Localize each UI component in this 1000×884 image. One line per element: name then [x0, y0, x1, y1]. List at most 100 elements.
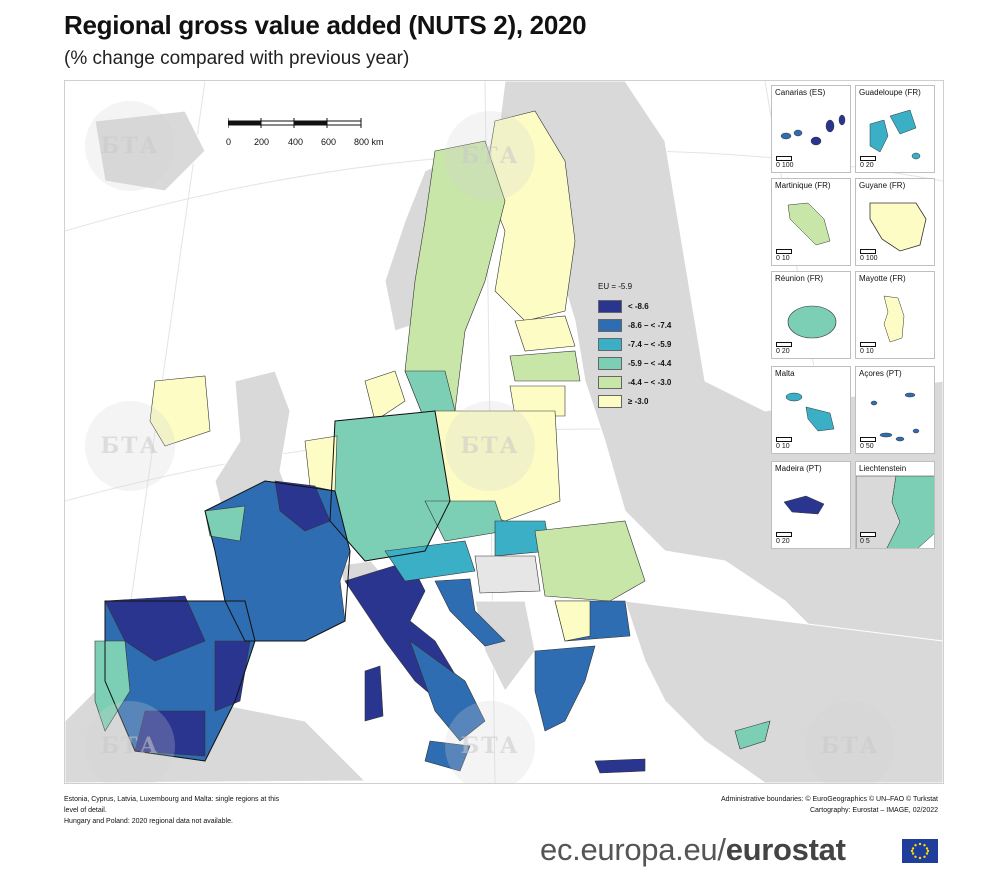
credit-line: Cartography: Eurostat – IMAGE, 02/2022	[809, 807, 938, 814]
legend-label: < -8.6	[628, 302, 649, 311]
region-croatia	[434, 578, 506, 647]
legend-label: -4.4 – < -3.0	[628, 378, 672, 387]
inset-reunion: Réunion (FR) 0 20	[771, 271, 851, 359]
region-czechia	[424, 500, 506, 542]
inset-martinique: Martinique (FR) 0 10	[771, 178, 851, 266]
eu-regions	[94, 110, 771, 774]
region-greece	[534, 645, 596, 732]
legend-label: -8.6 – < -7.4	[628, 321, 672, 330]
inset-scale: 0 100	[776, 156, 794, 169]
inset-scale: 0 5	[860, 532, 876, 545]
scale-bar: 0 200 400 600 800 km	[226, 118, 398, 149]
inset-scale: 0 10	[860, 342, 876, 355]
legend-label: -7.4 – < -5.9	[628, 340, 672, 349]
legend-class: -4.4 – < -3.0	[598, 373, 671, 392]
legend-swatch	[598, 338, 622, 351]
watermark-logo: БТА	[445, 401, 535, 491]
inset-title: Guadeloupe (FR)	[859, 88, 921, 97]
region-italy-south	[409, 640, 486, 742]
region-cyprus	[734, 720, 771, 750]
inset-title: Guyane (FR)	[859, 181, 906, 190]
region-austria	[384, 540, 476, 582]
inset-title: Mayotte (FR)	[859, 274, 906, 283]
inset-title: Liechtenstein	[859, 464, 907, 473]
legend-label: -5.9 – < -4.4	[628, 359, 672, 368]
map-title: Regional gross value added (NUTS 2), 202…	[64, 10, 587, 40]
inset-canarias: Canarias (ES) 0 100	[771, 85, 851, 173]
footnote-line: level of detail.	[64, 807, 107, 814]
legend-swatch	[598, 376, 622, 389]
legend-swatch	[598, 357, 622, 370]
region-ile-de-france	[274, 480, 331, 532]
legend-class: < -8.6	[598, 297, 671, 316]
eurostat-brand: eurostat	[725, 832, 846, 867]
region-denmark	[364, 370, 406, 422]
inset-title: Réunion (FR)	[775, 274, 824, 283]
watermark-logo: БТА	[85, 101, 175, 191]
watermark-logo: БТА	[85, 701, 175, 783]
scale-label: 200	[254, 137, 270, 147]
footnote-line: Estonia, Cyprus, Latvia, Luxembourg and …	[64, 796, 280, 803]
legend-swatch	[598, 300, 622, 313]
scale-bar-graphic	[227, 118, 362, 128]
region-ireland	[149, 375, 211, 447]
region-cataluna-valencia	[214, 640, 251, 712]
scale-label: 0	[226, 137, 232, 147]
legend-class: -7.4 – < -5.9	[598, 335, 671, 354]
inset-title: Madeira (PT)	[775, 464, 822, 473]
legend-class: ≥ -3.0	[598, 392, 671, 411]
map-subtitle: (% change compared with previous year)	[64, 48, 410, 69]
inset-scale: 0 10	[776, 437, 792, 450]
region-romania	[534, 520, 646, 602]
inset-madeira: Madeira (PT) 0 20	[771, 461, 851, 549]
region-andalucia	[134, 710, 206, 757]
region-spain-north	[104, 595, 206, 662]
inset-scale: 0 10	[776, 249, 792, 262]
region-hungary-nodata	[474, 555, 541, 594]
footnotes: Estonia, Cyprus, Latvia, Luxembourg and …	[64, 794, 279, 827]
turkey	[624, 600, 943, 783]
inset-title: Canarias (ES)	[775, 88, 826, 97]
watermark-logo: БТА	[445, 701, 535, 783]
inset-title: Malta	[775, 369, 795, 378]
legend-label: ≥ -3.0	[628, 397, 649, 406]
scale-label: 400	[288, 137, 304, 147]
inset-malta: Malta 0 10	[771, 366, 851, 454]
inset-guyane: Guyane (FR) 0 100	[855, 178, 935, 266]
iceland	[94, 110, 206, 192]
legend-class: -5.9 – < -4.4	[598, 354, 671, 373]
legend-swatch	[598, 395, 622, 408]
eu-flag-icon	[902, 839, 938, 863]
region-crete	[594, 758, 646, 774]
region-bulgaria-west	[554, 600, 591, 642]
scale-label: 600	[321, 137, 337, 147]
legend-class: -8.6 – < -7.4	[598, 316, 671, 335]
inset-scale: 0 20	[776, 342, 792, 355]
eurostat-link[interactable]: ec.europa.eu/eurostat	[540, 832, 846, 868]
watermark-logo: БТА	[805, 701, 895, 783]
inset-mayotte: Mayotte (FR) 0 10	[855, 271, 935, 359]
region-bretagne	[204, 505, 246, 542]
url-prefix: ec.europa.eu/	[540, 832, 726, 867]
watermark-logo: БТА	[85, 401, 175, 491]
legend-eu-average: EU = -5.9	[598, 282, 633, 291]
country-borders	[104, 410, 451, 762]
inset-acores: Açores (PT) 0 50	[855, 366, 935, 454]
inset-guadeloupe: Guadeloupe (FR) 0 20	[855, 85, 935, 173]
inset-scale: 0 20	[860, 156, 876, 169]
inset-title: Açores (PT)	[859, 369, 902, 378]
map-credits: Administrative boundaries: © EuroGeograp…	[700, 794, 938, 816]
region-sicily	[424, 740, 471, 772]
inset-liechtenstein: Liechtenstein 0 5	[855, 461, 935, 549]
footnote-line: Hungary and Poland: 2020 regional data n…	[64, 818, 233, 825]
inset-title: Martinique (FR)	[775, 181, 831, 190]
region-lithuania	[509, 385, 566, 417]
scale-label: 800 km	[354, 137, 384, 147]
watermark-logo: БТА	[445, 111, 535, 201]
region-latvia	[509, 350, 581, 382]
region-germany	[329, 410, 451, 562]
map-legend: EU = -5.9 < -8.6 -8.6 – < -7.4 -7.4 – < …	[598, 282, 671, 411]
inset-scale: 0 100	[860, 249, 878, 262]
region-estonia	[514, 315, 576, 352]
legend-swatch	[598, 319, 622, 332]
